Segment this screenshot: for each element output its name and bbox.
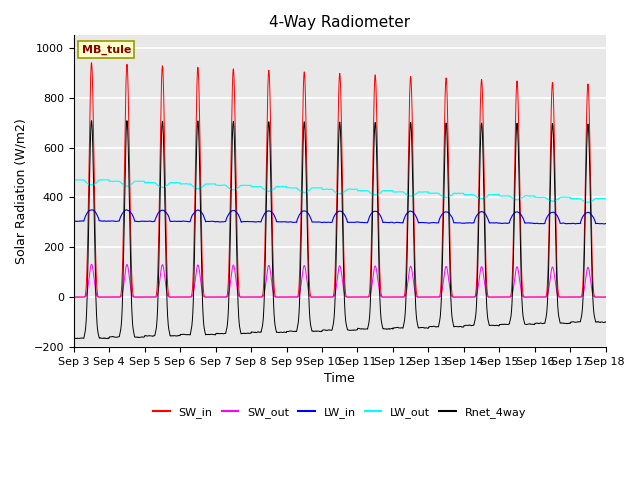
Rnet_4way [602,319,609,325]
Legend: SW_in, SW_out, LW_in, LW_out, Rnet_4way: SW_in, SW_out, LW_in, LW_out, Rnet_4way [148,402,531,422]
SW_out [602,294,609,300]
LW_in [70,218,77,224]
SW_out [459,294,467,300]
Rnet_4way [123,118,131,123]
Rnet_4way [490,323,497,328]
LW_in [489,220,497,226]
Line: SW_in: SW_in [74,63,605,297]
Text: MB_tule: MB_tule [82,45,131,55]
SW_in [320,294,328,300]
SW_in [166,294,173,300]
Line: SW_out: SW_out [74,264,605,297]
SW_out [489,294,497,300]
SW_out [166,294,173,300]
Line: LW_out: LW_out [74,180,605,202]
LW_in [429,220,437,226]
Rnet_4way [429,323,437,329]
LW_in [166,216,173,221]
SW_in [601,294,609,300]
SW_in [70,294,77,300]
LW_out [166,180,173,186]
LW_in [602,221,609,227]
Line: LW_in: LW_in [74,210,605,224]
SW_out [601,294,609,300]
LW_out [489,192,497,197]
LW_out [320,186,328,192]
Rnet_4way [459,324,467,330]
SW_in [459,294,467,300]
Rnet_4way [602,319,609,325]
LW_out [459,191,467,196]
LW_in [602,221,609,227]
SW_out [70,294,77,300]
Rnet_4way [75,336,83,341]
LW_out [70,177,77,183]
Rnet_4way [320,327,328,333]
LW_in [122,207,130,213]
Rnet_4way [70,335,77,341]
SW_in [88,60,95,66]
Line: Rnet_4way: Rnet_4way [74,120,605,338]
SW_out [88,262,95,267]
SW_out [429,294,437,300]
LW_in [459,220,467,226]
X-axis label: Time: Time [324,372,355,385]
Rnet_4way [166,330,173,336]
SW_in [602,294,609,300]
LW_out [429,191,437,196]
LW_in [320,219,328,225]
LW_out [104,177,112,182]
LW_out [602,196,609,202]
LW_out [584,199,591,205]
LW_in [600,221,607,227]
SW_out [320,294,328,300]
SW_in [489,294,497,300]
Title: 4-Way Radiometer: 4-Way Radiometer [269,15,410,30]
Y-axis label: Solar Radiation (W/m2): Solar Radiation (W/m2) [15,118,28,264]
LW_out [602,196,609,202]
SW_in [429,294,437,300]
